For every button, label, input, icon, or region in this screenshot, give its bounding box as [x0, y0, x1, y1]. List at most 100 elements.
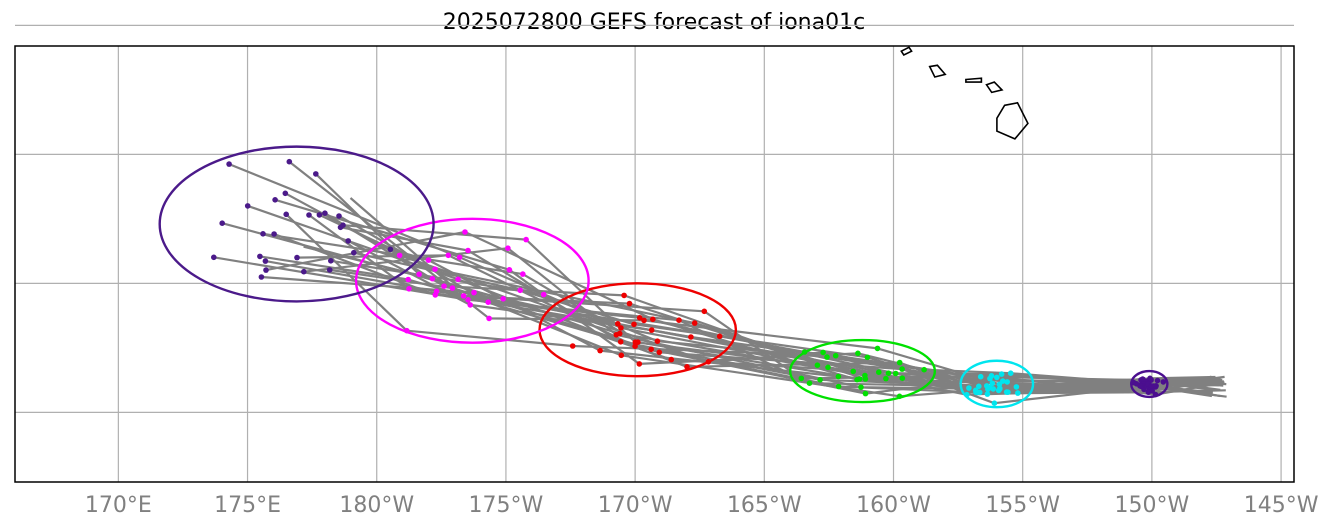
forecast-point-stage2	[994, 374, 1000, 381]
forecast-point-stage6	[258, 274, 265, 280]
forecast-point-stage4	[569, 343, 576, 349]
forecast-point-stage5	[425, 257, 432, 263]
forecast-point-stage3	[835, 383, 842, 390]
forecast-point-stage2	[977, 373, 984, 380]
map-gridlines	[15, 24, 1294, 482]
forecast-point-stage5	[441, 283, 447, 290]
island-kauai	[900, 46, 913, 57]
forecast-point-stage2	[991, 400, 998, 407]
forecast-point-stage4	[688, 334, 694, 340]
forecast-point-stage5	[467, 302, 474, 308]
forecast-point-stage5	[465, 297, 471, 303]
forecast-point-stage6	[271, 231, 277, 237]
forecast-point-stage3	[862, 376, 869, 382]
forecast-point-stage3	[899, 375, 906, 382]
forecast-point-stage2	[1003, 389, 1010, 395]
forecast-point-stage6	[326, 267, 333, 273]
forecast-point-stage6	[306, 212, 312, 218]
island-molokai	[965, 77, 983, 83]
forecast-point-stage5	[445, 252, 452, 259]
forecast-point-stage3	[832, 352, 839, 359]
forecast-point-stage5	[406, 286, 412, 292]
island-maui	[985, 81, 1004, 94]
forecast-point-stage4	[701, 308, 708, 315]
forecast-point-stage2	[985, 386, 991, 393]
lon-tick-label: 175°W	[469, 493, 544, 518]
forecast-point-stage6	[263, 267, 269, 273]
ensemble-tracks	[213, 160, 1227, 405]
forecast-point-stage4	[668, 356, 675, 363]
forecast-point-stage2	[984, 391, 991, 397]
forecast-point-stage1	[1139, 376, 1146, 382]
forecast-point-stage5	[455, 276, 461, 283]
forecast-point-stage2	[1015, 390, 1021, 396]
forecast-point-stage6	[282, 190, 289, 197]
forecast-point-stage5	[460, 293, 467, 299]
lon-tick-label: 155°W	[985, 493, 1060, 518]
forecast-point-stage5	[432, 266, 438, 273]
forecast-point-stage5	[471, 289, 477, 296]
forecast-point-stage2	[973, 389, 979, 396]
lon-tick-label: 180°W	[339, 493, 414, 518]
forecast-point-stage3	[854, 376, 860, 383]
forecast-point-stage6	[322, 210, 328, 216]
forecast-point-stage4	[636, 361, 643, 367]
forecast-point-stage3	[820, 349, 826, 356]
forecast-point-stage6	[328, 258, 334, 264]
ellipse-stage4	[538, 282, 738, 378]
forecast-point-stage3	[862, 390, 869, 397]
forecast-point-stage2	[989, 380, 996, 387]
forecast-point-stage5	[500, 296, 507, 302]
forecast-point-stage3	[885, 370, 892, 377]
forecast-point-stage4	[615, 321, 621, 327]
forecast-point-stage5	[506, 267, 513, 273]
forecast-point-stage3	[892, 370, 899, 377]
forecast-point-stage3	[824, 354, 830, 360]
forecast-point-stage4	[617, 339, 624, 345]
forecast-point-stage2	[995, 387, 1002, 394]
ellipse-stage5	[354, 217, 590, 344]
forecast-point-stage1	[1133, 381, 1140, 387]
forecast-point-stage6	[337, 224, 344, 231]
forecast-point-stage3	[858, 384, 864, 391]
lon-tick-label: 160°W	[856, 493, 931, 518]
forecast-point-stage5	[485, 299, 492, 306]
forecast-point-stage4	[597, 347, 603, 354]
lon-tick-label: 145°W	[1244, 493, 1319, 518]
forecast-point-stage5	[416, 271, 422, 278]
lon-tick-label: 175°E	[214, 493, 281, 518]
lon-tick-label: 150°W	[1115, 493, 1190, 518]
forecast-point-stage5	[505, 245, 511, 251]
forecast-point-stage1	[1148, 376, 1154, 383]
forecast-point-stage4	[632, 343, 638, 350]
forecast-point-stage4	[631, 321, 637, 328]
forecast-point-stage3	[883, 375, 889, 382]
forecast-point-stage5	[405, 276, 412, 283]
forecast-point-stage4	[716, 333, 723, 340]
island-oahu	[928, 64, 947, 78]
forecast-point-stage3	[850, 368, 856, 375]
map-frame	[14, 45, 1295, 483]
forecast-point-stage5	[456, 254, 463, 261]
forecast-point-stage4	[648, 346, 654, 353]
map-title: 2025072800 GEFS forecast of iona01c	[442, 10, 866, 35]
forecast-point-stage6	[283, 211, 290, 218]
forecast-point-stage6	[351, 249, 357, 256]
forecast-point-stage3	[814, 362, 821, 369]
forecast-point-stage3	[798, 375, 805, 382]
forecast-point-stage3	[855, 350, 861, 357]
ellipse-stage3	[788, 338, 937, 404]
ensemble-track	[342, 224, 1224, 396]
forecast-point-stage1	[1154, 377, 1161, 384]
forecast-point-stage6	[257, 253, 263, 260]
forecast-point-stage4	[636, 315, 643, 321]
forecast-point-stage4	[654, 338, 661, 345]
forecast-point-stage6	[272, 197, 278, 203]
forecast-point-stage2	[1013, 384, 1020, 390]
forecast-point-stage4	[684, 364, 690, 370]
forecast-point-stage3	[874, 345, 881, 352]
forecast-point-stage6	[294, 254, 300, 261]
forecast-point-stage2	[990, 386, 996, 392]
forecast-point-stage3	[899, 366, 905, 372]
